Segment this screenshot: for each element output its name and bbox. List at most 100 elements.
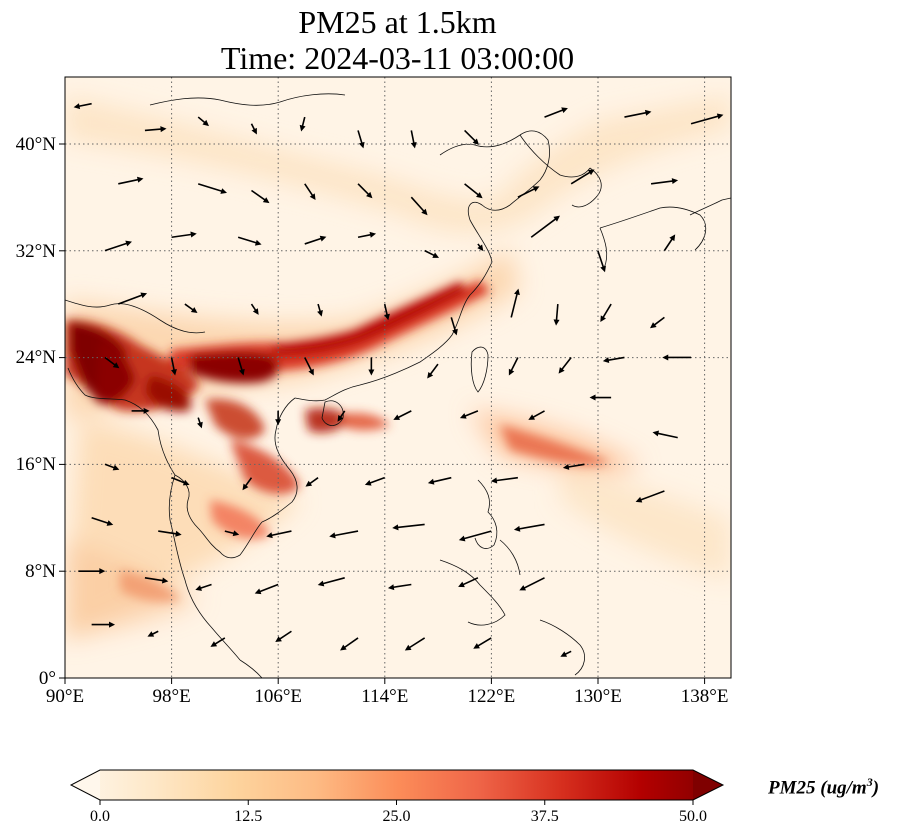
wind-vector-head bbox=[175, 530, 182, 537]
wind-vector-shaft bbox=[197, 183, 224, 193]
wind-vector bbox=[195, 583, 212, 591]
wind-vector-head bbox=[160, 126, 167, 133]
wind-vector-head bbox=[459, 413, 467, 419]
wind-vector-head bbox=[190, 307, 198, 314]
colorbar-tick-label: 37.5 bbox=[531, 808, 559, 825]
wind-vector-head bbox=[238, 368, 245, 376]
wind-vector bbox=[427, 363, 439, 379]
wind-vector-shaft bbox=[597, 250, 605, 269]
wind-vector-shaft bbox=[517, 187, 537, 198]
wind-vector-shaft bbox=[510, 292, 519, 318]
coastlines bbox=[65, 93, 731, 678]
y-tick-label: 40°N bbox=[16, 134, 57, 155]
y-axis-ticks bbox=[59, 143, 65, 679]
y-tick-label: 16°N bbox=[16, 454, 57, 475]
wind-vector-head bbox=[275, 636, 282, 643]
wind-vector-head bbox=[553, 319, 560, 326]
wind-vector bbox=[528, 410, 545, 420]
wind-vector bbox=[144, 126, 167, 133]
map-panel bbox=[65, 77, 731, 678]
wind-vector bbox=[562, 463, 585, 470]
wind-vector-head bbox=[140, 292, 148, 299]
wind-vector-head bbox=[384, 313, 390, 321]
wind-vector bbox=[393, 410, 412, 420]
wind-vector-shaft bbox=[544, 108, 565, 118]
wind-vector bbox=[635, 490, 665, 503]
wind-vector bbox=[250, 303, 259, 315]
colorbar-extend-min bbox=[71, 770, 100, 800]
wind-vector-shaft bbox=[476, 637, 492, 648]
wind-vector-shaft bbox=[424, 249, 436, 257]
wind-vector-shaft bbox=[333, 530, 359, 537]
wind-vector-head bbox=[404, 644, 412, 651]
wind-vector-head bbox=[317, 580, 325, 587]
wind-vector-head bbox=[161, 577, 169, 584]
wind-vector-head bbox=[266, 532, 273, 539]
y-tick-label: 24°N bbox=[16, 347, 57, 368]
wind-vector-shaft bbox=[170, 357, 176, 372]
wind-vector bbox=[197, 183, 227, 194]
wind-vector bbox=[104, 240, 132, 252]
wind-vector bbox=[458, 577, 479, 588]
wind-vector-shaft bbox=[601, 303, 612, 320]
wind-vector-head bbox=[477, 244, 484, 252]
wind-vector bbox=[383, 303, 390, 321]
wind-vector-head bbox=[125, 240, 132, 247]
wind-vector bbox=[490, 476, 518, 484]
wind-vector bbox=[530, 215, 560, 238]
chart-title: PM25 at 1.5km bbox=[298, 4, 497, 40]
wind-vector bbox=[237, 236, 262, 246]
wind-vector bbox=[210, 637, 226, 647]
wind-vector-head bbox=[452, 328, 458, 336]
wind-vector-head bbox=[190, 231, 197, 238]
wind-vector-shaft bbox=[663, 237, 674, 252]
wind-vector bbox=[275, 410, 282, 426]
wind-vector bbox=[690, 113, 724, 125]
wind-vector-shaft bbox=[566, 463, 585, 469]
x-tick-label: 122°E bbox=[468, 686, 516, 707]
colorbar-tick-label: 50.0 bbox=[679, 808, 707, 825]
wind-vector-head bbox=[476, 192, 483, 199]
wind-vector bbox=[473, 637, 492, 649]
wind-vector-head bbox=[143, 407, 150, 414]
wind-vector bbox=[404, 637, 426, 651]
wind-vector-head bbox=[366, 191, 373, 199]
wind-vector-head bbox=[589, 394, 596, 401]
wind-vector-head bbox=[421, 208, 428, 216]
wind-vector-shaft bbox=[269, 530, 292, 537]
wind-vector-head bbox=[432, 252, 440, 258]
wind-vector bbox=[662, 354, 692, 361]
wind-vector-shaft bbox=[321, 577, 345, 585]
wind-vector-head bbox=[669, 234, 676, 242]
wind-vector bbox=[357, 183, 373, 199]
wind-vector bbox=[329, 530, 359, 539]
wind-vector-shaft bbox=[237, 357, 244, 372]
wind-vector bbox=[589, 394, 612, 401]
wind-vector-shaft bbox=[357, 183, 371, 196]
wind-vector-head bbox=[112, 362, 120, 369]
wind-vector bbox=[305, 477, 319, 487]
wind-vector bbox=[427, 476, 452, 485]
x-tick-label: 138°E bbox=[681, 686, 729, 707]
wind-vector bbox=[558, 356, 572, 374]
wind-vector bbox=[104, 356, 120, 369]
x-tick-label: 130°E bbox=[574, 686, 622, 707]
wind-vector-shaft bbox=[656, 432, 678, 439]
wind-vector bbox=[171, 476, 190, 486]
wind-vector-head bbox=[427, 371, 434, 379]
wind-vector bbox=[78, 568, 106, 575]
wind-vector-shaft bbox=[77, 102, 92, 108]
wind-vector-shaft bbox=[304, 237, 323, 245]
wind-vector bbox=[224, 530, 240, 537]
wind-vector-head bbox=[662, 354, 669, 361]
wind-vector bbox=[624, 109, 652, 118]
wind-vector-head bbox=[195, 585, 202, 591]
wind-vector bbox=[663, 234, 676, 252]
wind-vector bbox=[170, 357, 177, 376]
wind-vector-shaft bbox=[606, 356, 625, 362]
wind-vector bbox=[275, 630, 292, 643]
y-tick-label: 8°N bbox=[25, 561, 56, 582]
wind-vector bbox=[602, 356, 625, 364]
x-axis-labels: 90°E 98°E 106°E 114°E 122°E 130°E 138°E bbox=[46, 686, 729, 707]
